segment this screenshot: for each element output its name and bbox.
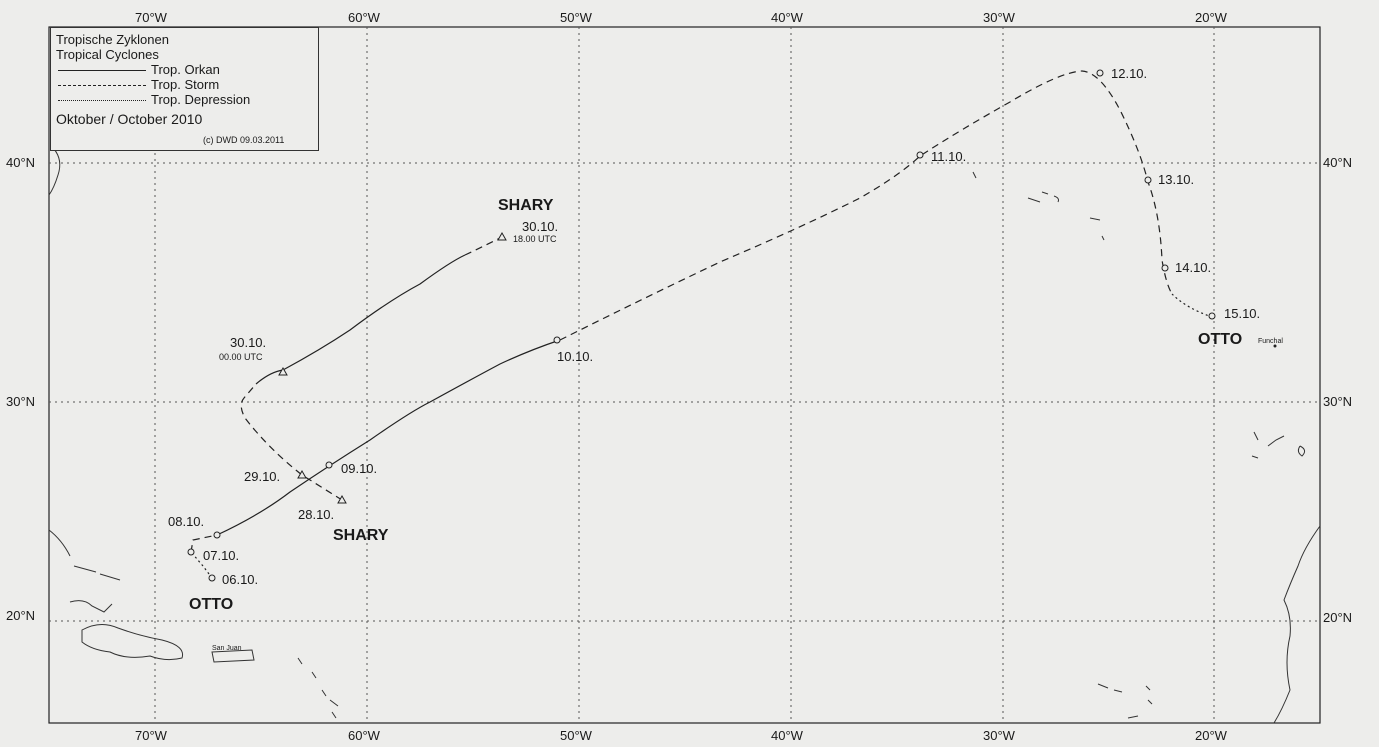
legend-copyright: (c) DWD 09.03.2011	[203, 135, 285, 145]
left-lat-40n: 40°N	[6, 155, 36, 170]
shary-label-3010b: 30.10.	[522, 219, 559, 234]
top-lon-30w: 30°W	[983, 10, 1015, 25]
place-funchal: Funchal	[1258, 338, 1283, 345]
shary-hurricane	[255, 254, 466, 385]
map-frame	[48, 26, 1321, 724]
coastlines	[48, 148, 1321, 724]
left-lat-30n: 30°N	[6, 394, 36, 409]
otto-label-1010: 10.10.	[557, 349, 594, 364]
bottom-lon-70w: 70°W	[135, 728, 167, 743]
otto-label-0910: 09.10.	[341, 461, 378, 476]
legend-period: Oktober / October 2010	[56, 111, 203, 127]
azores	[972, 171, 1105, 241]
otto-marker-1110	[916, 151, 924, 159]
bottom-lon-40w: 40°W	[771, 728, 803, 743]
bahamas	[48, 529, 121, 581]
bottom-lon-60w: 60°W	[348, 728, 380, 743]
shary-storm-end	[464, 236, 503, 256]
otto-storm-start	[190, 534, 218, 553]
otto-label-1210: 12.10.	[1111, 66, 1148, 81]
shary-label-2810: 28.10.	[298, 507, 335, 522]
legend-dashed-sample	[58, 85, 146, 86]
otto-marker-0710	[187, 548, 195, 556]
otto-label-0710: 07.10.	[203, 548, 240, 563]
otto-marker-1310	[1144, 176, 1152, 184]
top-lon-60w: 60°W	[348, 10, 380, 25]
shary-marker-2910	[297, 469, 307, 479]
otto-markers	[187, 69, 1216, 582]
left-lat-20n: 20°N	[6, 608, 36, 623]
otto-marker-0910	[325, 461, 333, 469]
shary-marker-2810	[337, 494, 347, 504]
africa-coast	[1273, 525, 1321, 724]
canary-islands	[1251, 431, 1306, 459]
bottom-lon-50w: 50°W	[560, 728, 592, 743]
legend-title-de: Tropische Zyklonen	[56, 32, 169, 47]
otto-storm-end	[559, 70, 1173, 341]
funchal-dot	[1273, 344, 1277, 348]
legend: Tropische Zyklonen Tropical Cyclones Tro…	[50, 27, 319, 151]
top-lon-20w: 20°W	[1195, 10, 1227, 25]
otto-label-1510: 15.10.	[1224, 306, 1261, 321]
legend-dotted-sample	[58, 100, 146, 101]
puerto-rico	[211, 649, 255, 663]
bottom-lon-30w: 30°W	[983, 728, 1015, 743]
right-lat-20n: 20°N	[1323, 610, 1353, 625]
otto-depression-start	[190, 551, 213, 579]
graticule	[49, 27, 1320, 723]
otto-marker-0810	[213, 531, 221, 539]
otto-name-start: OTTO	[189, 596, 234, 613]
top-lon-50w: 50°W	[560, 10, 592, 25]
shary-label-2910: 29.10.	[244, 469, 281, 484]
otto-marker-1010	[553, 336, 561, 344]
shary-label-3010a: 30.10.	[230, 335, 267, 350]
otto-hurricane	[216, 339, 561, 536]
otto-label-0810: 08.10.	[168, 514, 205, 529]
shary-name-start: SHARY	[333, 527, 389, 544]
right-lat-40n: 40°N	[1323, 155, 1353, 170]
top-lon-70w: 70°W	[135, 10, 167, 25]
otto-label-1110: 11.10.	[931, 149, 967, 164]
right-lat-30n: 30°N	[1323, 394, 1353, 409]
otto-name-end: OTTO	[1198, 331, 1243, 348]
legend-solid-sample	[58, 70, 146, 71]
otto-marker-0610	[208, 574, 216, 582]
legend-item-orkan: Trop. Orkan	[151, 62, 220, 77]
legend-item-storm: Trop. Storm	[151, 77, 220, 92]
otto-marker-1210	[1096, 69, 1104, 77]
shary-storm-start	[240, 383, 343, 501]
shary-name-end: SHARY	[498, 197, 554, 214]
shary-markers	[278, 231, 507, 504]
hispaniola	[81, 624, 184, 661]
otto-marker-1510	[1208, 312, 1216, 320]
shary-marker-3010a	[278, 366, 288, 376]
lesser-antilles	[297, 657, 339, 719]
cuba-east	[69, 600, 113, 613]
bottom-lon-20w: 20°W	[1195, 728, 1227, 743]
top-lon-40w: 40°W	[771, 10, 803, 25]
otto-label-0610: 06.10.	[222, 572, 259, 587]
otto-label-1310: 13.10.	[1158, 172, 1195, 187]
otto-track	[190, 70, 1213, 579]
north-america-coast	[48, 148, 61, 196]
otto-label-1410: 14.10.	[1175, 260, 1212, 275]
legend-title-en: Tropical Cyclones	[56, 47, 159, 62]
otto-marker-1410	[1161, 264, 1169, 272]
shary-label-3010a-time: 00.00 UTC	[219, 352, 263, 362]
shary-marker-3010b	[497, 231, 507, 241]
place-san-juan: San Juan	[212, 645, 242, 652]
otto-depression-end	[1171, 293, 1213, 318]
cape-verde	[1097, 683, 1153, 719]
legend-item-depression: Trop. Depression	[151, 92, 251, 107]
shary-label-3010b-time: 18.00 UTC	[513, 234, 557, 244]
